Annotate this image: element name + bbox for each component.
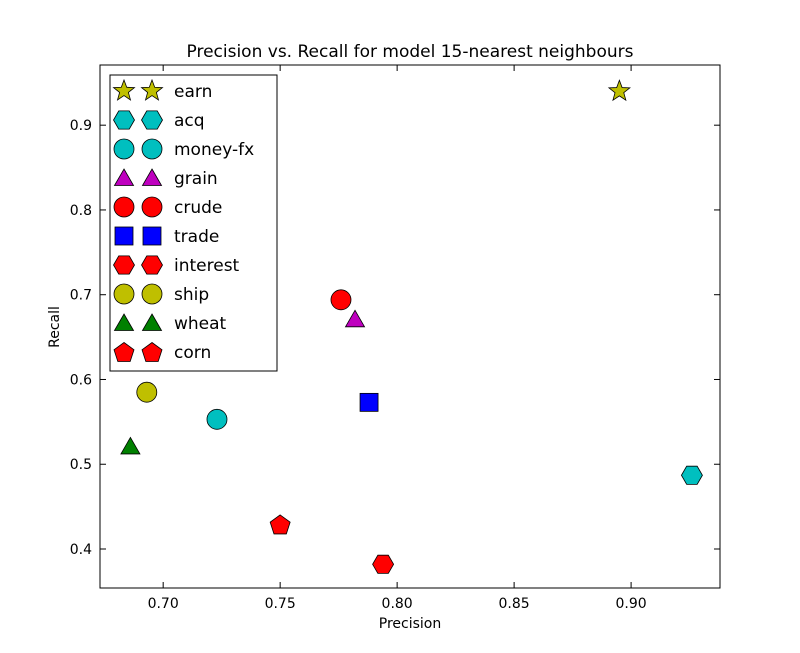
legend-marker-earn [112, 78, 136, 101]
x-tick-label: 0.85 [499, 596, 530, 612]
legend-label-acq: acq [174, 111, 205, 131]
data-point-money-fx [206, 408, 228, 430]
legend-marker-acq [141, 110, 163, 130]
y-tick-label: 0.7 [70, 288, 92, 304]
data-point-earn [607, 79, 631, 102]
legend-marker-money-fx [141, 138, 163, 160]
data-point-grain [344, 309, 366, 328]
data-point-interest [372, 554, 395, 574]
y-axis-label: Recall [47, 306, 63, 348]
y-tick-label: 0.5 [70, 457, 92, 473]
legend-marker-interest [113, 255, 135, 275]
y-tick-label: 0.6 [70, 372, 92, 388]
data-point-trade [359, 392, 379, 412]
x-tick-label: 0.75 [265, 596, 296, 612]
data-points [120, 79, 703, 574]
legend-marker-money-fx [113, 138, 135, 160]
x-tick-label: 0.70 [148, 596, 179, 612]
y-axis: 0.4 0.5 0.6 0.7 0.8 0.9 [70, 118, 720, 558]
legend-marker-crude [113, 196, 135, 218]
legend-label-corn: corn [174, 343, 211, 363]
y-tick-label: 0.8 [70, 203, 92, 219]
x-tick-label: 0.80 [382, 596, 413, 612]
legend-marker-grain [141, 168, 163, 186]
legend-label-interest: interest [174, 256, 240, 276]
data-point-corn [269, 514, 291, 535]
legend-marker-ship [141, 283, 163, 305]
legend-marker-wheat [141, 313, 163, 331]
legend-label-trade: trade [174, 227, 219, 247]
x-tick-label: 0.90 [616, 596, 647, 612]
legend-marker-acq [113, 110, 135, 130]
legend-marker-crude [141, 196, 163, 218]
data-point-crude [330, 289, 352, 311]
legend-marker-trade [142, 226, 162, 246]
data-point-wheat [120, 436, 141, 455]
legend: earn acq money-fx grain crude trade interest sh… [109, 74, 278, 372]
legend-label-crude: crude [174, 198, 222, 218]
legend-label-grain: grain [174, 169, 218, 189]
legend-marker-trade [114, 226, 134, 246]
chart-title: Precision vs. Recall for model 15-neares… [187, 42, 634, 62]
y-tick-label: 0.9 [70, 118, 92, 134]
x-axis-label: Precision [379, 616, 441, 632]
legend-marker-corn [141, 342, 163, 362]
data-point-ship [136, 381, 158, 403]
legend-marker-earn [140, 78, 164, 101]
x-axis: 0.70 0.75 0.80 0.85 0.90 [148, 65, 647, 612]
legend-label-money-fx: money-fx [174, 140, 254, 160]
legend-label-earn: earn [174, 82, 212, 102]
legend-marker-ship [113, 283, 135, 305]
legend-marker-wheat [113, 313, 135, 331]
legend-label-ship: ship [174, 285, 209, 305]
legend-box [109, 74, 278, 372]
data-point-acq [680, 465, 703, 485]
legend-marker-interest [141, 255, 163, 275]
legend-marker-corn [113, 342, 135, 362]
y-tick-label: 0.4 [70, 542, 92, 558]
legend-label-wheat: wheat [174, 314, 227, 334]
legend-marker-grain [113, 168, 135, 186]
